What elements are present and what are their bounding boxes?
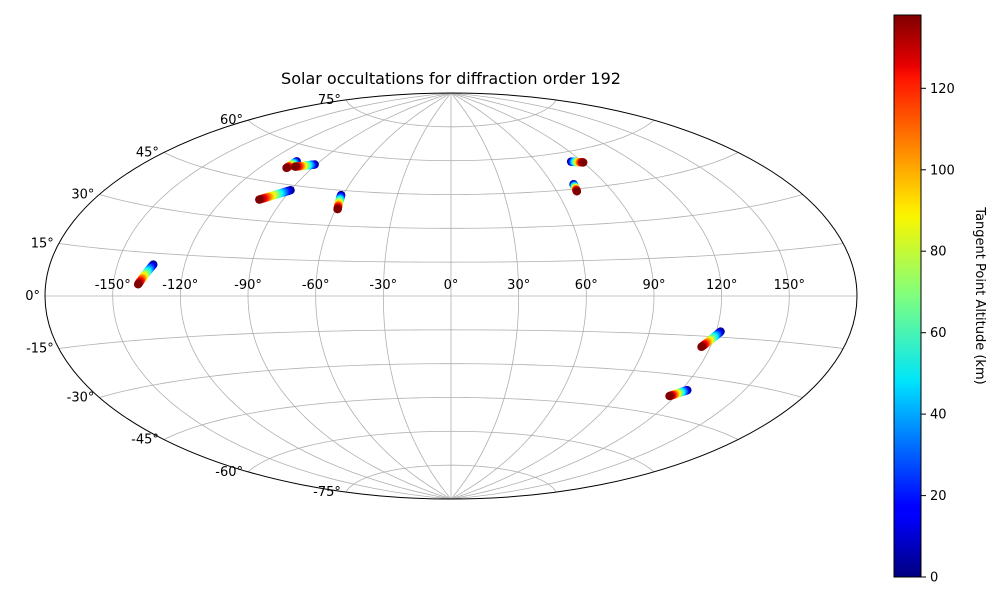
longitude-tick-label: -30° [369, 278, 397, 293]
occultation-point [282, 163, 291, 173]
longitude-tick-label: -60° [302, 278, 330, 293]
longitude-tick-label: 30° [507, 278, 530, 293]
occultation-point [255, 195, 264, 204]
latitude-tick-label: 45° [136, 146, 159, 161]
colorbar-gradient [893, 14, 922, 578]
colorbar-ticks: 0 20 40 60 80 100 120 [921, 82, 955, 586]
latitude-tick-label: -45° [131, 433, 159, 448]
map-outline [44, 92, 858, 500]
longitude-tick-label: -90° [234, 278, 262, 293]
parallel-line [247, 119, 655, 162]
chart-title: Solar occultations for diffraction order… [281, 69, 621, 88]
parallel-line [163, 397, 739, 440]
longitude-tick-label: 0° [444, 278, 459, 293]
latitude-tick-label: -15° [26, 342, 54, 357]
graticule-grid [45, 93, 857, 499]
latitude-tick-labels: 75° 60° 45° 30° 15° 0° -15° -30° -45° -60° -75° [25, 93, 341, 500]
longitude-tick-labels: -150° -120° -90° -60° -30° 0° 30° 60° 90° 120° 150… [95, 278, 805, 293]
occultation-point [133, 280, 143, 289]
latitude-tick-label: 75° [318, 93, 341, 108]
latitude-tick-label: 0° [25, 289, 40, 304]
parallel-line [345, 464, 557, 493]
colorbar-label: Tangent Point Altitude (km) [972, 206, 987, 384]
parallel-line [247, 430, 655, 473]
latitude-tick-label: 60° [220, 113, 243, 128]
latitude-tick-label: 15° [31, 237, 54, 252]
occultation-points [133, 157, 725, 401]
occultation-point [572, 187, 582, 196]
occultation-point [333, 205, 342, 214]
longitude-tick-label: -150° [95, 278, 131, 293]
occultation-point [290, 162, 300, 171]
occultation-point [579, 158, 588, 167]
latitude-tick-label: -60° [215, 465, 243, 480]
colorbar: 0 20 40 60 80 100 120 Tangent Point Altitude (… [893, 14, 987, 586]
latitude-tick-label: 30° [71, 188, 94, 203]
longitude-tick-label: 150° [774, 278, 805, 293]
latitude-tick-label: -75° [313, 485, 341, 500]
colorbar-tick-label: 80 [930, 245, 947, 260]
occultation-point [665, 391, 674, 401]
parallel-line [99, 363, 803, 398]
longitude-tick-label: 90° [642, 278, 665, 293]
colorbar-tick-label: 60 [930, 326, 947, 341]
parallel-line [345, 99, 557, 128]
colorbar-tick-label: 40 [930, 408, 947, 423]
colorbar-tick-label: 20 [930, 489, 947, 504]
longitude-tick-label: -120° [162, 278, 198, 293]
parallel-line [58, 243, 844, 263]
parallel-line [163, 152, 739, 195]
parallel-line [99, 194, 803, 229]
occultation-point [697, 342, 706, 352]
colorbar-tick-label: 100 [930, 163, 955, 178]
colorbar-tick-label: 0 [930, 571, 938, 586]
colorbar-tick-label: 120 [930, 82, 955, 97]
longitude-tick-label: 60° [575, 278, 598, 293]
latitude-tick-label: -30° [67, 391, 95, 406]
longitude-tick-label: 120° [706, 278, 737, 293]
